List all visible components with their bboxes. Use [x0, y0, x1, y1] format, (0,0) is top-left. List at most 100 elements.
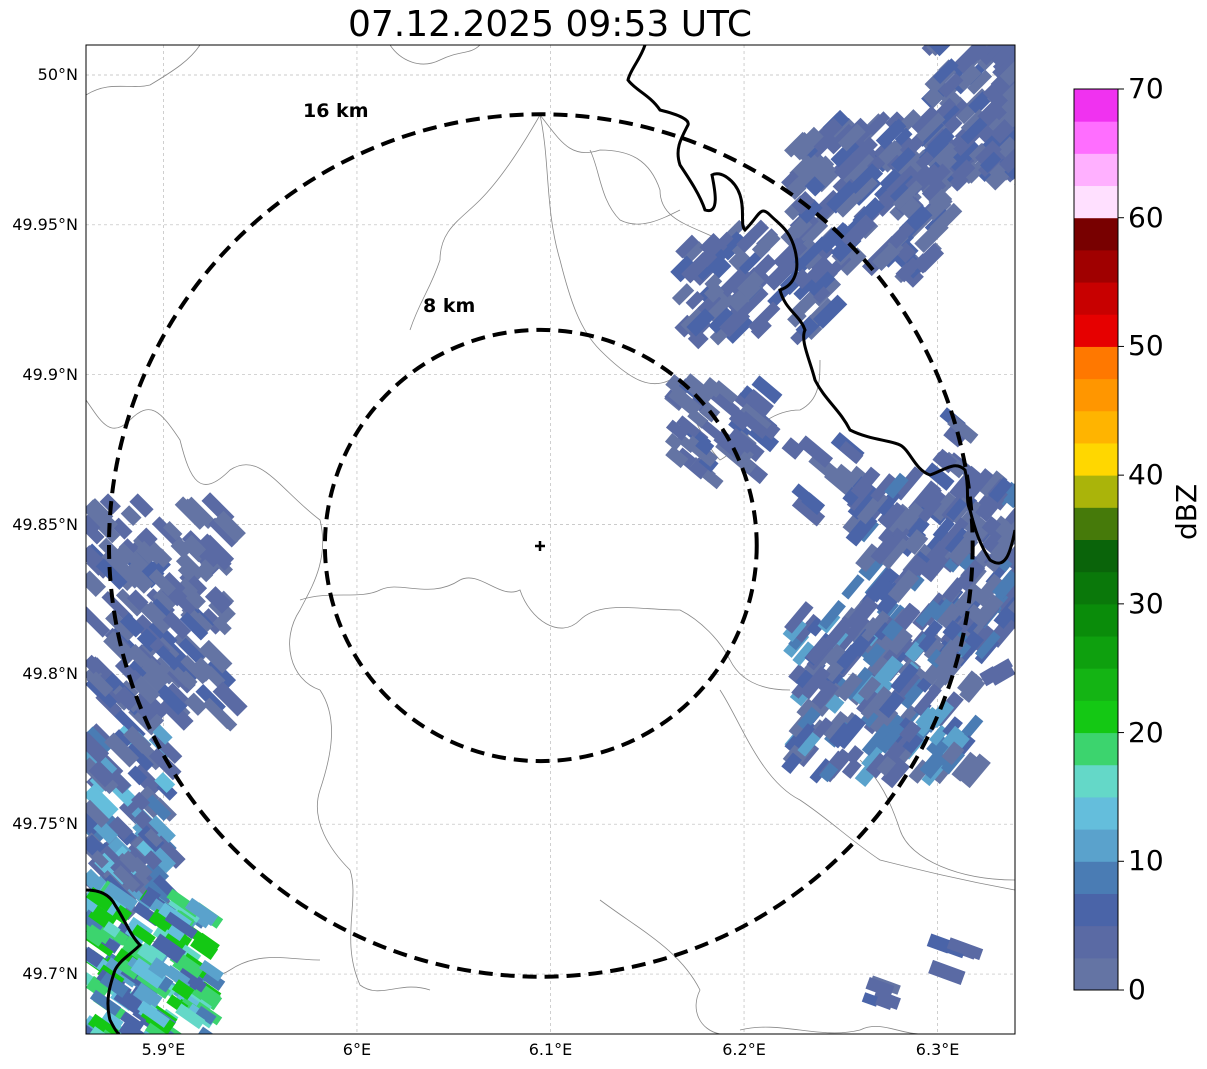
echo-cell [724, 231, 744, 251]
echo-cell [866, 111, 891, 136]
echo-cell [144, 877, 173, 906]
echo-cell [114, 686, 139, 711]
lat-tick-label: 49.7°N [22, 964, 78, 984]
echo-cell [792, 268, 813, 290]
echo-cell [704, 273, 723, 292]
colorbar-tick-label: 50 [1128, 329, 1164, 363]
region-boundary [739, 1026, 921, 1034]
lon-tick-label: 6.2°E [722, 1040, 766, 1059]
echo-cell [913, 684, 942, 716]
region-boundary [539, 114, 721, 241]
echo-cell [136, 527, 158, 549]
echo-cell [835, 185, 869, 218]
colorbar-swatch [1074, 217, 1118, 251]
echo-cell [105, 609, 137, 642]
echo-cell [845, 512, 878, 547]
echo-cell [931, 492, 959, 522]
echo-cell [869, 618, 891, 640]
echo-cell [890, 663, 919, 694]
echo-cell [751, 375, 783, 405]
echo-cell [86, 726, 113, 757]
range-ring-8km [322, 327, 759, 764]
echo-cell [884, 472, 909, 499]
echo-cell [117, 958, 141, 980]
echo-cell [942, 619, 963, 641]
region-boundary [86, 45, 201, 96]
echo-cell [162, 611, 192, 640]
echo-cell [178, 582, 206, 610]
echo-cell [145, 1019, 170, 1034]
echo-cell [129, 856, 153, 881]
echo-cell [799, 666, 831, 700]
national-border [626, 45, 1015, 565]
colorbar-tick-label: 20 [1128, 715, 1164, 749]
echo-cell [132, 810, 163, 840]
colorbar-swatch [1074, 314, 1118, 347]
echo-cell [131, 924, 156, 946]
echo-cell [781, 170, 803, 193]
colorbar-swatch [1074, 925, 1118, 959]
echo-cell [134, 540, 159, 565]
echo-cell [176, 954, 205, 979]
colorbar-swatch [1074, 442, 1118, 476]
echo-cell [788, 663, 808, 684]
echo-cell [183, 534, 207, 558]
echo-cell [1002, 569, 1015, 601]
echo-cell [118, 1020, 145, 1034]
echo-cell [793, 277, 817, 301]
ring-label-8km: 8 km [423, 295, 475, 317]
echo-cell [927, 127, 955, 156]
echo-cell [796, 236, 829, 269]
colorbar-tick-label: 70 [1128, 72, 1164, 105]
echo-cell [126, 589, 149, 612]
echo-cell [881, 619, 904, 642]
echo-cell [979, 151, 1002, 173]
echo-cell [811, 680, 839, 710]
echo-cell [206, 658, 237, 688]
echo-cell [857, 676, 882, 701]
echo-cell [951, 751, 980, 782]
echo-cell [982, 530, 1004, 553]
echo-cell [86, 975, 111, 1000]
echo-cell [724, 314, 754, 344]
echo-cell [680, 373, 715, 406]
echo-cell [825, 694, 845, 714]
echo-cell [932, 517, 955, 542]
national-borders [86, 45, 1015, 1034]
lon-tick-label: 6°E [342, 1040, 372, 1059]
lat-tick-label: 49.95°N [12, 214, 78, 234]
echo-cell [886, 165, 919, 198]
echo-cell [865, 977, 895, 998]
echo-cell [178, 637, 205, 664]
echo-cell [127, 765, 148, 786]
echo-cell [804, 176, 826, 197]
echo-cell [1002, 78, 1015, 106]
echo-cell [695, 436, 715, 456]
echo-cell [921, 163, 944, 187]
echo-cell [751, 229, 781, 259]
echo-cell [923, 462, 955, 491]
echo-cell [915, 599, 941, 628]
echo-cell [865, 752, 891, 779]
echo-cell [200, 555, 220, 575]
colorbar-swatch [1074, 571, 1118, 605]
echo-cell [129, 493, 154, 518]
echo-cell [703, 282, 725, 303]
lon-tick-label: 5.9°E [141, 1040, 186, 1059]
echo-cell [781, 752, 802, 774]
echo-cell [154, 772, 176, 794]
colorbar-swatch [1074, 636, 1118, 669]
echo-cell [993, 596, 1015, 629]
map-title: 07.12.2025 09:53 UTC [347, 4, 753, 45]
echo-cell [915, 707, 937, 730]
echo-cell [899, 196, 923, 220]
echo-cell [115, 588, 144, 617]
echo-cell [199, 959, 224, 982]
echo-cell [830, 138, 860, 168]
echo-cell [195, 1005, 217, 1025]
echo-cell [711, 258, 732, 279]
echo-cell [805, 636, 833, 665]
colorbar-swatch [1074, 732, 1118, 766]
echo-cell [840, 214, 877, 250]
region-boundary [86, 399, 324, 691]
